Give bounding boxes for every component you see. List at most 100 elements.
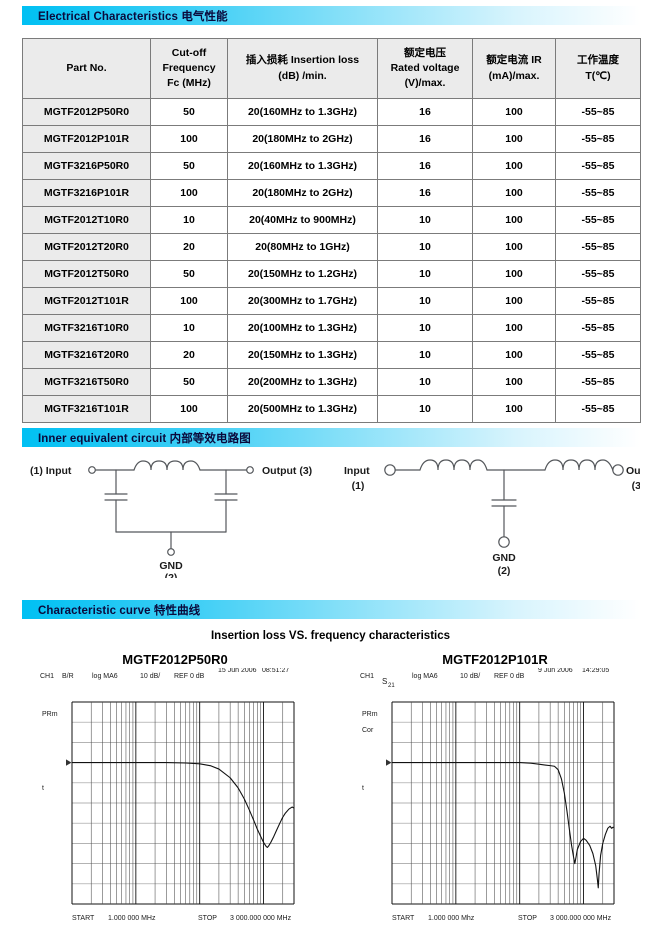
cell-rated-current: 100 <box>472 287 556 315</box>
chart-0-trace: B/R <box>62 673 74 680</box>
chart-1-reference-marker <box>386 759 392 766</box>
cell-rated-voltage: 10 <box>377 341 473 369</box>
cell-insertion-loss: 20(500MHz to 1.3GHz) <box>227 395 378 423</box>
chart-0-stop-label: STOP <box>198 915 217 922</box>
cell-rated-voltage: 10 <box>377 233 473 261</box>
chart-0-grid <box>71 701 295 905</box>
cell-rated-voltage: 10 <box>377 368 473 396</box>
cell-rated-current: 100 <box>472 341 556 369</box>
col-header-rated-current: 额定电流 IR (mA)/max. <box>472 38 556 99</box>
table-row: MGTF2012T10R0 10 20(40MHz to 900MHz) 10 100-… <box>22 206 641 234</box>
cell-insertion-loss: 20(200MHz to 1.3GHz) <box>227 368 378 396</box>
chart-0-stop-value: 3 000.000 000 MHz <box>230 915 292 922</box>
table-row: MGTF2012T50R0 50 20(150MHz to 1.2GHz) 10 100… <box>22 260 641 288</box>
cell-rated-current: 100 <box>472 395 556 423</box>
chart-0-start-label: START <box>72 915 95 922</box>
chart-1-start-label: START <box>392 915 415 922</box>
cell-part-no: MGTF2012T101R <box>22 287 151 315</box>
pi-gnd-label: GND <box>159 560 183 572</box>
cell-rated-current: 100 <box>472 260 556 288</box>
chart-1-header: CH1 S 21 log MA6 10 dB/REF 0 dB 9 Jun 2006 14:… <box>360 668 609 689</box>
t-output-terminal-icon <box>612 464 624 476</box>
table-row: MGTF3216P101R 100 20(180MHz to 2GHz) 16 100-… <box>22 179 641 207</box>
table-row: MGTF3216P50R0 50 20(160MHz to 1.3GHz) 16 100… <box>22 152 641 180</box>
cell-cutoff-frequency: 100 <box>150 287 228 315</box>
cell-cutoff-frequency: 20 <box>150 341 228 369</box>
table-row: MGTF3216T50R0 50 20(200MHz to 1.3GHz) 10 100… <box>22 368 641 396</box>
t-gnd-pin-label: (2) <box>498 565 511 577</box>
chart-1: CH1 S 21 log MA6 10 dB/REF 0 dB 9 Jun 2006 14:… <box>360 668 622 928</box>
table-row: MGTF2012P101R 100 20(180MHz to 2GHz) 16 100-… <box>22 125 641 153</box>
cell-cutoff-frequency: 10 <box>150 314 228 342</box>
curve-title: Insertion loss VS. frequency characteris… <box>210 630 451 642</box>
chart-1-grid <box>391 701 615 905</box>
chart-0-header: CH1 B/R log MA6 10 dB/REF 0 dB 15 Jun 2006 08… <box>40 668 289 680</box>
cell-part-no: MGTF3216T20R0 <box>22 341 151 369</box>
cell-operating-temperature: -55~85 <box>555 179 641 207</box>
cell-insertion-loss: 20(160MHz to 1.3GHz) <box>227 152 378 180</box>
cell-part-no: MGTF2012T50R0 <box>22 260 151 288</box>
cell-part-no: MGTF3216P50R0 <box>22 152 151 180</box>
chart-1-scale: 10 dB/ <box>460 673 480 680</box>
col-header-operating-temperature: 工作温度 T(℃) <box>555 38 641 99</box>
cell-operating-temperature: -55~85 <box>555 206 641 234</box>
chart-0-side-label-1: t <box>42 785 44 792</box>
t-gnd-label: GND <box>492 552 516 564</box>
table-row: MGTF3216T10R0 10 20(100MHz to 1.3GHz) 10 100… <box>22 314 641 342</box>
section-header-electrical-label: Electrical Characteristics 电气性能 <box>38 10 228 23</box>
chart-1-svg: CH1 S 21 log MA6 10 dB/REF 0 dB 9 Jun 2006 14:… <box>360 668 615 922</box>
chart-1-title: MGTF2012P101R <box>442 652 548 667</box>
cell-rated-voltage: 16 <box>377 179 473 207</box>
cell-operating-temperature: -55~85 <box>555 368 641 396</box>
chart-0-side-labels: PRm t <box>42 711 58 792</box>
t-gnd-terminal-icon <box>498 536 510 548</box>
table-row: MGTF2012P50R0 50 20(160MHz to 1.3GHz) 16 100… <box>22 98 641 126</box>
pi-input-terminal-icon <box>88 466 96 474</box>
chart-0-format: log MA6 <box>92 673 118 680</box>
cell-insertion-loss: 20(180MHz to 2GHz) <box>227 179 378 207</box>
section-header-circuit-label: Inner equivalent circuit 内部等效电路图 <box>38 432 251 445</box>
cell-part-no: MGTF3216T50R0 <box>22 368 151 396</box>
t-output-pin-label: (3) <box>632 480 640 492</box>
chart-1-reference: REF 0 dB <box>494 673 525 680</box>
cell-operating-temperature: -55~85 <box>555 260 641 288</box>
col-header-rated-voltage: 额定电压 Rated voltage (V)/max. <box>377 38 473 99</box>
chart-1-channel: CH1 <box>360 673 374 680</box>
section-header-curve: Characteristic curve 特性曲线 <box>22 600 640 619</box>
chart-1-start-value: 1.000 000 Mhz <box>428 915 475 922</box>
table-header-row: Part No. Cut-off Frequency Fc (MHz) 插入损耗… <box>22 38 641 99</box>
cell-rated-voltage: 16 <box>377 152 473 180</box>
chart-1-date: 9 Jun 2006 <box>538 668 573 674</box>
cell-part-no: MGTF2012T20R0 <box>22 233 151 261</box>
chart-0-svg: CH1 B/R log MA6 10 dB/REF 0 dB 15 Jun 2006 08… <box>40 668 295 922</box>
table-row: MGTF2012T101R 100 20(300MHz to 1.7GHz) 10 10… <box>22 287 641 315</box>
pi-gnd-pin-label: (2) <box>165 572 178 578</box>
cell-rated-current: 100 <box>472 314 556 342</box>
t-inductor-left-icon <box>419 459 488 471</box>
cell-operating-temperature: -55~85 <box>555 395 641 423</box>
chart-0-scale: 10 dB/ <box>140 673 160 680</box>
chart-1-footer: START 1.000 000 Mhz STOP 3 000.000 000 MHz <box>392 915 612 922</box>
cell-part-no: MGTF2012T10R0 <box>22 206 151 234</box>
cell-cutoff-frequency: 100 <box>150 179 228 207</box>
cell-rated-current: 100 <box>472 233 556 261</box>
cell-part-no: MGTF2012P101R <box>22 125 151 153</box>
col-header-part-no: Part No. <box>22 38 151 99</box>
col-header-insertion-loss: 插入损耗 Insertion loss (dB) /min. <box>227 38 378 99</box>
cell-part-no: MGTF3216P101R <box>22 179 151 207</box>
chart-1-stop-value: 3 000.000 000 MHz <box>550 915 612 922</box>
chart-0-start-value: 1.000 000 MHz <box>108 915 156 922</box>
chart-1-side-labels: PRm Cor t <box>362 711 378 792</box>
chart-0: CH1 B/R log MA6 10 dB/REF 0 dB 15 Jun 2006 08… <box>40 668 302 928</box>
circuit-diagrams-svg: (1) Input Output (3) GND (2) Input (1) O… <box>30 459 640 578</box>
cell-rated-voltage: 16 <box>377 98 473 126</box>
chart-1-side-label-1: Cor <box>362 727 374 734</box>
cell-cutoff-frequency: 10 <box>150 206 228 234</box>
t-input-label: Input <box>344 465 370 477</box>
section-header-electrical: Electrical Characteristics 电气性能 <box>22 6 640 25</box>
cell-rated-current: 100 <box>472 206 556 234</box>
chart-0-footer: START 1.000 000 MHz STOP 3 000.000 000 MHz <box>72 915 292 922</box>
cell-insertion-loss: 20(160MHz to 1.3GHz) <box>227 98 378 126</box>
cell-rated-voltage: 10 <box>377 395 473 423</box>
chart-0-time: 08:51:27 <box>262 668 289 674</box>
